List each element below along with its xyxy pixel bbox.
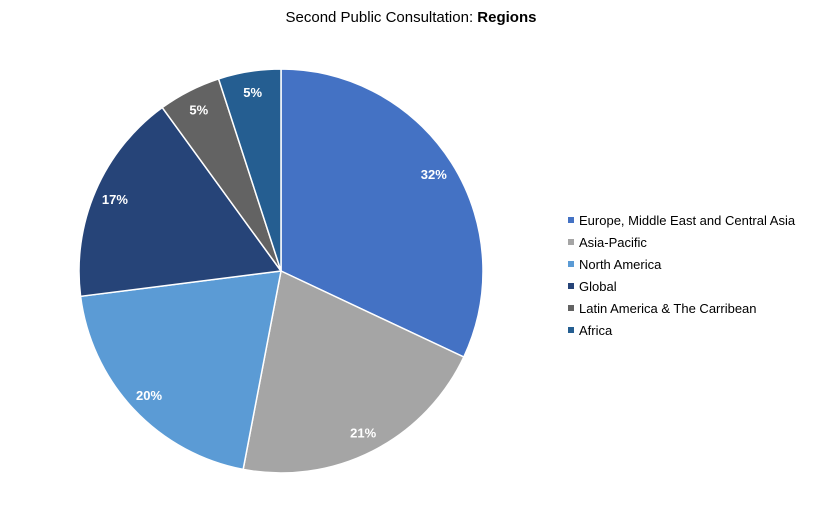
legend-label: Latin America & The Carribean: [579, 300, 757, 316]
legend-item: Africa: [568, 319, 795, 341]
legend-label: Global: [579, 278, 617, 294]
legend-swatch: [568, 217, 574, 223]
legend-swatch: [568, 305, 574, 311]
legend-item: Asia-Pacific: [568, 231, 795, 253]
pie-slice: [217, 68, 282, 272]
legend-item: Global: [568, 275, 795, 297]
pie-slice: [280, 68, 484, 359]
legend-item: Europe, Middle East and Central Asia: [568, 209, 795, 231]
data-label: 5%: [189, 103, 208, 118]
legend-item: North America: [568, 253, 795, 275]
data-label: 17%: [102, 192, 128, 207]
legend-swatch: [568, 283, 574, 289]
legend-swatch: [568, 239, 574, 245]
data-label: 20%: [136, 388, 162, 403]
legend-label: Asia-Pacific: [579, 234, 647, 250]
pie-slice: [242, 269, 465, 474]
legend-label: Europe, Middle East and Central Asia: [579, 212, 796, 228]
data-label: 21%: [350, 425, 376, 440]
pie-slice: [78, 106, 283, 298]
legend-label: North America: [579, 256, 662, 272]
legend-swatch: [568, 261, 574, 267]
chart-title-prefix: Second Public Consultation:: [285, 9, 478, 26]
chart-title-bold: Regions: [477, 9, 537, 26]
data-label: 32%: [421, 167, 447, 182]
chart-title: Second Public Consultation: Regions: [0, 9, 822, 26]
data-label: 5%: [243, 85, 262, 100]
pie-slice: [79, 270, 282, 471]
legend: Europe, Middle East and Central Asia Asia…: [568, 209, 795, 341]
legend-item: Latin America & The Carribean: [568, 297, 795, 319]
legend-label: Africa: [579, 322, 613, 338]
legend-swatch: [568, 327, 574, 333]
